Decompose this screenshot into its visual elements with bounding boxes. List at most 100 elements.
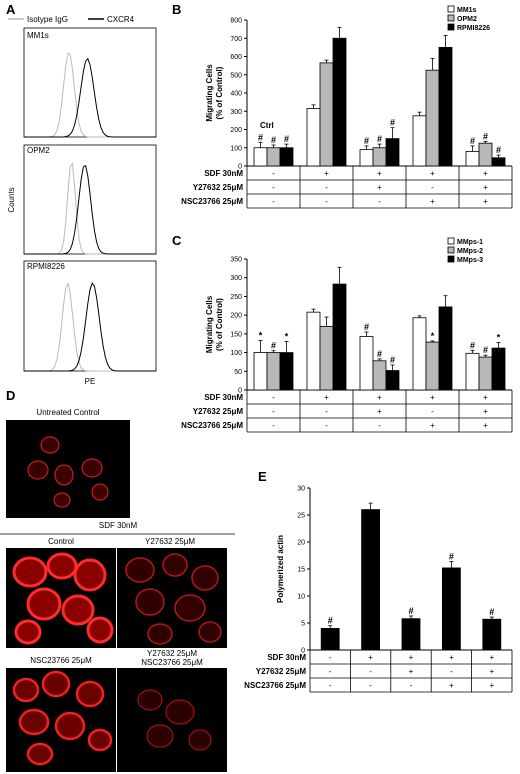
condition-cell: - (431, 183, 434, 192)
significance-mark: # (496, 145, 501, 155)
bar (491, 157, 506, 167)
condition-cell: - (272, 169, 275, 178)
legend-label: MMps-1 (457, 239, 483, 246)
cell (147, 623, 173, 645)
y-tick-label: 50 (234, 369, 242, 376)
condition-cell: - (325, 197, 328, 206)
legend-swatch (447, 246, 455, 254)
significance-mark: # (364, 322, 369, 332)
cell (12, 677, 40, 703)
cell (75, 680, 105, 708)
legend-cxcr4-label: CXCR4 (107, 15, 135, 24)
panel-a-xlabel: PE (85, 377, 96, 386)
condition-cell: + (483, 197, 488, 206)
chart-c: 0 50 100 150 200 250 300 350 Migrating Cells (% o… (181, 237, 513, 433)
cell (53, 492, 71, 508)
condition-cell: + (483, 421, 488, 430)
cells-combo (137, 689, 212, 751)
bar (332, 283, 347, 391)
y-tick-label: 500 (230, 72, 242, 79)
cell (54, 711, 86, 741)
bar (266, 352, 281, 391)
condition-cell: + (430, 421, 435, 430)
cell (18, 708, 50, 736)
cell (26, 742, 54, 766)
subpanel-label-rpmi8226: RPMI8226 (27, 262, 65, 271)
condition-cell: + (449, 653, 454, 662)
cells-nsc23766 (12, 670, 113, 766)
bar (401, 618, 421, 651)
y-axis-label: Migrating Cells (205, 295, 214, 353)
significance-mark: # (258, 132, 263, 142)
condition-cell: - (272, 393, 275, 402)
bar (266, 147, 281, 167)
condition-cell: + (449, 681, 454, 690)
significance-mark: # (271, 135, 276, 145)
bar (385, 370, 400, 391)
cell (87, 728, 113, 752)
image-label-combo-line2: NSC23766 25μM (141, 658, 203, 667)
untreated-label: Untreated Control (36, 408, 99, 417)
condition-row-label: Y27632 25μM (193, 407, 244, 416)
y-tick-label: 0 (238, 164, 242, 171)
significance-mark: # (284, 134, 289, 144)
condition-row-label: Y27632 25μM (193, 183, 244, 192)
cells-control (12, 552, 114, 645)
image-label-control: Control (48, 537, 74, 546)
condition-cell: - (431, 407, 434, 416)
bar (279, 147, 294, 167)
condition-row-label: NSC23766 25μM (244, 681, 306, 690)
condition-cell: + (430, 169, 435, 178)
significance-mark: # (483, 345, 488, 355)
image-label-y27632: Y27632 25μM (145, 537, 195, 546)
histogram-rpmi8226: RPMI8226 (23, 260, 157, 372)
y-axis-label: (% of Control) (215, 66, 224, 119)
bar (306, 311, 321, 391)
panel-c-label: C (172, 233, 182, 248)
cell (12, 556, 48, 588)
cell (54, 464, 74, 486)
bar (491, 347, 506, 391)
significance-mark: # (390, 118, 395, 128)
cell (40, 436, 60, 454)
cell (165, 699, 195, 725)
y-tick-label: 300 (230, 275, 242, 282)
panel-a-ylabel: Counts (7, 187, 16, 212)
bar (253, 147, 268, 167)
significance-mark: # (483, 131, 488, 141)
panel-a-label: A (6, 2, 16, 17)
condition-cell: - (272, 407, 275, 416)
cell (162, 553, 188, 577)
bar (372, 360, 387, 391)
significance-mark: # (390, 355, 395, 365)
cell (174, 594, 206, 622)
subpanel-label-opm2: OPM2 (27, 146, 50, 155)
significance-mark: # (271, 341, 276, 351)
bar (438, 306, 453, 391)
condition-cell: - (272, 421, 275, 430)
bar (478, 356, 493, 391)
condition-cell: + (483, 393, 488, 402)
condition-cell: - (369, 681, 372, 690)
condition-cell: + (377, 393, 382, 402)
significance-mark: # (377, 134, 382, 144)
bar (361, 509, 381, 651)
cell (146, 724, 174, 748)
significance-mark: # (408, 606, 413, 616)
significance-mark: * (497, 332, 501, 342)
condition-cell: - (329, 681, 332, 690)
sdf-label: SDF 30nM (99, 521, 138, 530)
bar (385, 138, 400, 167)
bar (412, 317, 427, 391)
cell (46, 552, 78, 580)
legend-swatch (447, 14, 455, 22)
y-tick-label: 350 (230, 257, 242, 264)
legend-label: MMps-2 (457, 248, 483, 255)
bar (425, 69, 440, 167)
condition-cell: + (324, 393, 329, 402)
y-tick-label: 200 (230, 313, 242, 320)
condition-cell: - (410, 681, 413, 690)
significance-mark: # (364, 136, 369, 146)
y-axis-label: Polymerized actin (276, 535, 285, 603)
significance-mark: * (431, 331, 435, 341)
